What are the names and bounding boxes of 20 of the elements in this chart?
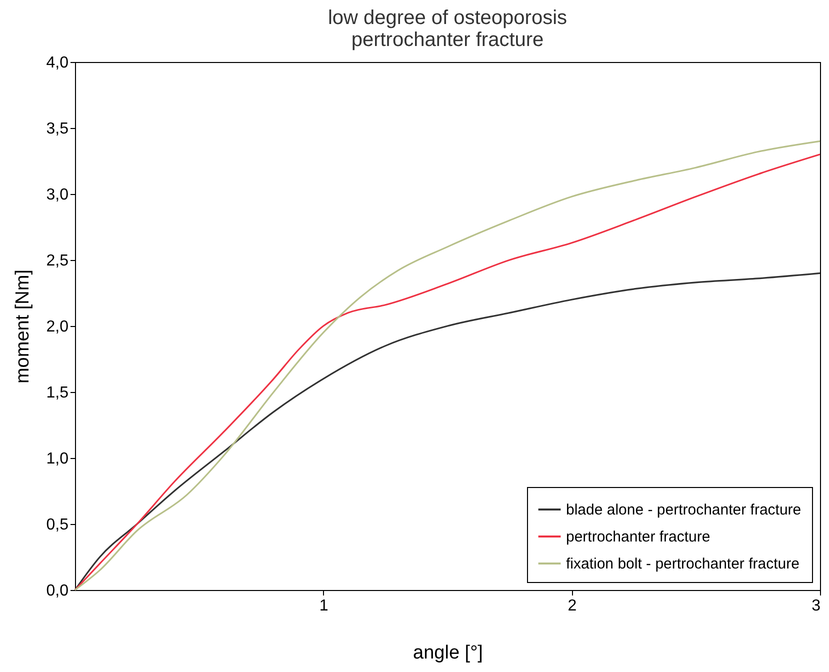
x-axis-title: angle [°] (413, 642, 483, 664)
y-tick-label: 3,0 (46, 186, 69, 204)
y-tick-label: 1,5 (46, 384, 69, 402)
x-tick-label: 3 (812, 598, 821, 614)
y-tick-label: 4,0 (46, 54, 69, 72)
y-axis-title: moment [Nm] (12, 269, 34, 384)
y-tick-label: 0,0 (46, 582, 69, 600)
y-tick-label: 1,0 (46, 450, 69, 468)
legend-label: pertrochanter fracture (566, 528, 710, 546)
text: low degree of osteoporosis (328, 7, 568, 29)
x-tick-label: 1 (319, 598, 328, 614)
y-tick-label: 3,5 (46, 120, 69, 138)
x-tick-label: 2 (568, 598, 577, 614)
y-tick-label: 2,5 (46, 252, 69, 270)
legend-label: fixation bolt - pertrochanter fracture (566, 556, 800, 572)
legend-label: blade alone - pertrochanter fracture (566, 502, 802, 518)
y-tick-label: 0,5 (46, 516, 69, 534)
y-tick-label: 2,0 (46, 318, 69, 336)
text: pertrochanter fracture (351, 29, 544, 51)
line-series (74, 272, 821, 591)
